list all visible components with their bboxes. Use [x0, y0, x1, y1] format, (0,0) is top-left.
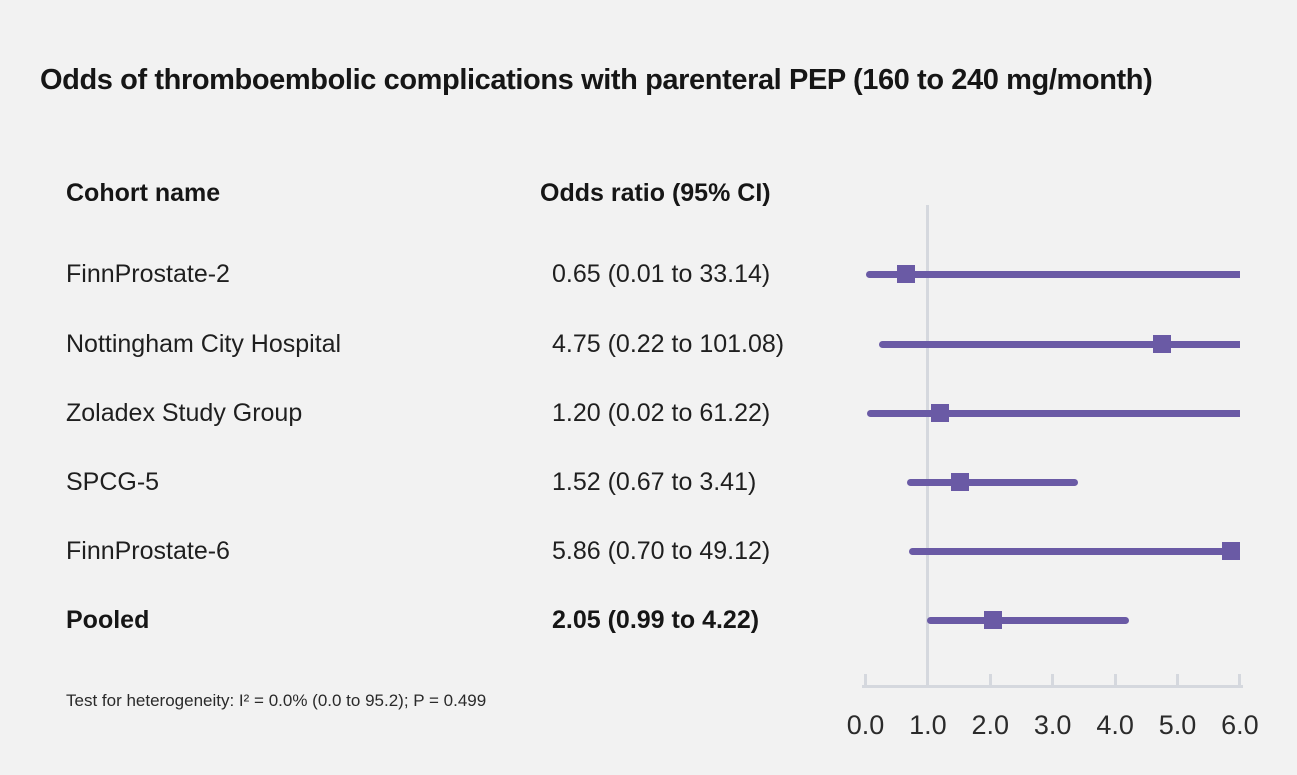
x-axis-tick-label-2: 2.0	[971, 710, 1010, 740]
cohort-name-nottingham: Nottingham City Hospital	[66, 330, 342, 358]
confidence-interval-line	[927, 616, 1129, 624]
cohort-name-finnprostate-6: FinnProstate-6	[66, 537, 230, 565]
x-axis-tick-4	[1113, 674, 1117, 686]
odds-ratio-finnprostate-6: 5.86 (0.70 to 49.12)	[552, 537, 771, 565]
cohort-name-spcg-5: SPCG-5	[66, 468, 160, 496]
x-axis-tick-label-3: 3.0	[1033, 710, 1072, 740]
x-axis-tick-2	[988, 674, 992, 686]
cohort-name-zoladex: Zoladex Study Group	[66, 399, 303, 427]
x-axis-tick-1	[926, 674, 930, 686]
point-estimate-marker	[931, 404, 950, 422]
point-estimate-marker	[897, 265, 916, 283]
point-estimate-marker	[1222, 542, 1241, 560]
confidence-interval-line	[909, 547, 1240, 555]
cohort-name-finnprostate-2: FinnProstate-2	[66, 260, 230, 288]
x-axis-line	[862, 685, 1243, 688]
point-estimate-marker	[984, 611, 1003, 629]
x-axis-tick-label-0: 0.0	[846, 710, 885, 740]
cohort-name-pooled: Pooled	[66, 606, 150, 634]
odds-ratio-pooled: 2.05 (0.99 to 4.22)	[552, 606, 760, 634]
x-axis-tick-label-5: 5.0	[1158, 710, 1197, 740]
confidence-interval-line	[866, 409, 1240, 417]
point-estimate-marker	[1152, 335, 1171, 353]
heterogeneity-test-note: Test for heterogeneity: I² = 0.0% (0.0 t…	[66, 691, 487, 710]
odds-ratio-zoladex: 1.20 (0.02 to 61.22)	[552, 399, 771, 427]
x-axis-tick-label-6: 6.0	[1221, 710, 1259, 740]
reference-line-or-1	[926, 205, 930, 688]
x-axis-tick-3	[1051, 674, 1055, 686]
confidence-interval-line	[866, 270, 1240, 278]
column-header-odds-ratio: Odds ratio (95% CI)	[540, 179, 771, 207]
x-axis-tick-6	[1238, 674, 1242, 686]
x-axis-tick-label-4: 4.0	[1096, 710, 1134, 740]
x-axis-tick-label-1: 1.0	[909, 710, 947, 740]
column-header-cohort-name: Cohort name	[66, 179, 221, 207]
point-estimate-marker	[951, 473, 970, 491]
x-axis-tick-0	[864, 674, 867, 686]
figure-title: Odds of thromboembolic complications wit…	[40, 64, 1153, 96]
confidence-interval-line	[907, 478, 1079, 486]
odds-ratio-nottingham: 4.75 (0.22 to 101.08)	[552, 330, 785, 358]
odds-ratio-spcg-5: 1.52 (0.67 to 3.41)	[552, 468, 757, 496]
confidence-interval-line	[879, 340, 1240, 348]
odds-ratio-finnprostate-2: 0.65 (0.01 to 33.14)	[552, 260, 771, 288]
x-axis-tick-5	[1176, 674, 1179, 686]
